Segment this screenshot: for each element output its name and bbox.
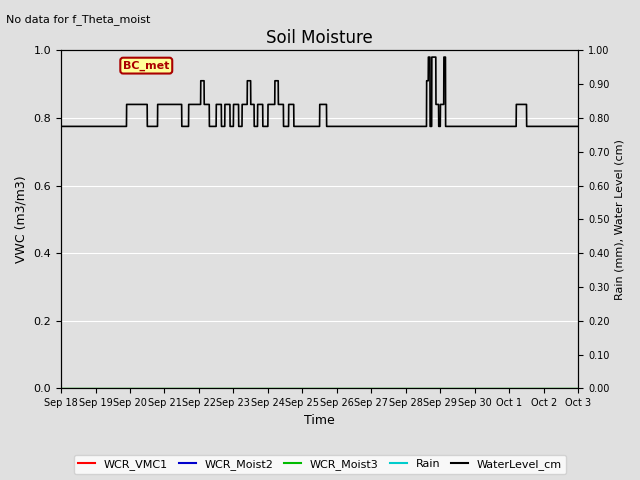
Text: BC_met: BC_met <box>123 60 170 71</box>
Title: Soil Moisture: Soil Moisture <box>266 29 373 48</box>
X-axis label: Time: Time <box>304 414 335 427</box>
Text: No data for f_Theta_moist: No data for f_Theta_moist <box>6 14 151 25</box>
Y-axis label: VWC (m3/m3): VWC (m3/m3) <box>15 176 28 263</box>
Legend: WCR_VMC1, WCR_Moist2, WCR_Moist3, Rain, WaterLevel_cm: WCR_VMC1, WCR_Moist2, WCR_Moist3, Rain, … <box>74 455 566 474</box>
Y-axis label: Rain (mm), Water Level (cm): Rain (mm), Water Level (cm) <box>615 139 625 300</box>
